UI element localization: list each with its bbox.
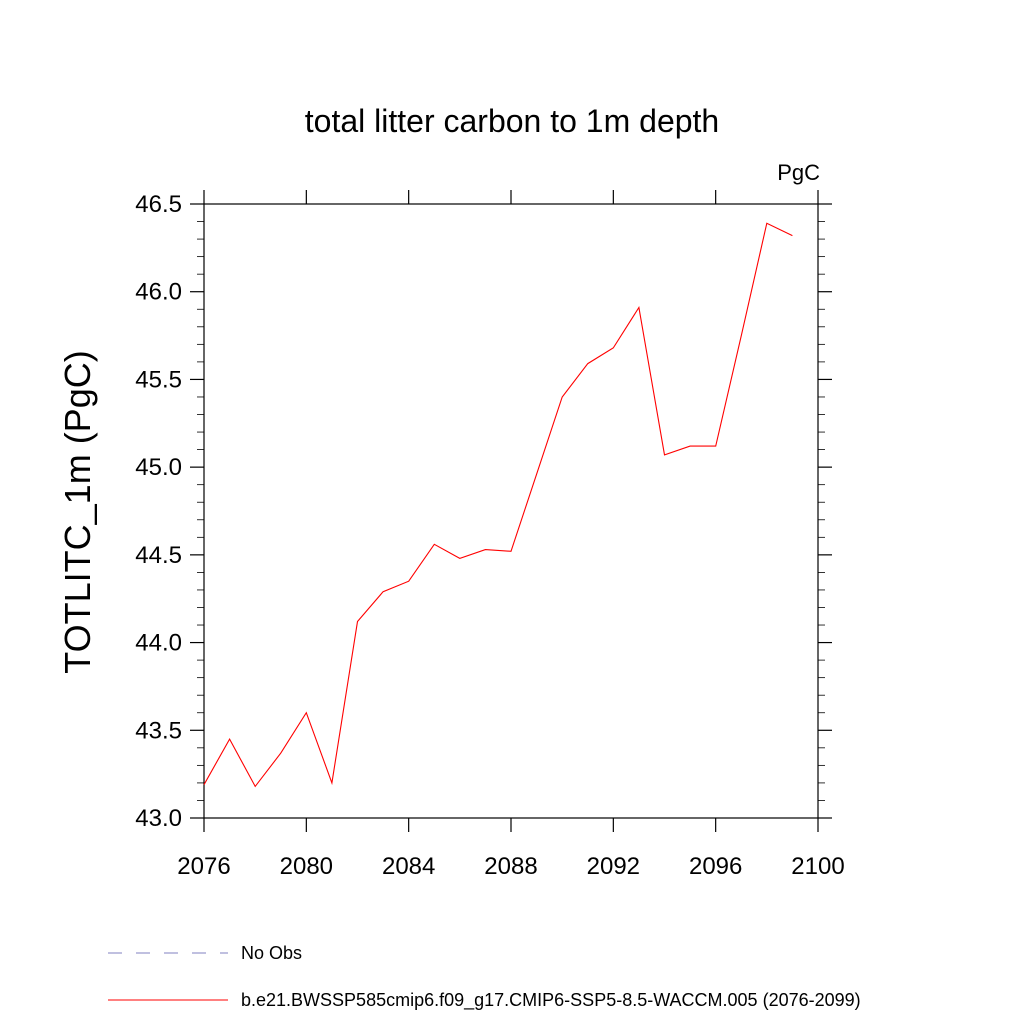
x-tick-label: 2076 <box>177 853 230 880</box>
y-tick-label: 44.5 <box>135 542 182 569</box>
x-tick-label: 2092 <box>587 853 640 880</box>
y-tick-label: 43.0 <box>135 805 182 832</box>
y-tick-labels: 43.0 43.5 44.0 44.5 45.0 45.5 46.0 46.5 <box>135 191 182 832</box>
series-line <box>203 222 793 788</box>
x-tick-label: 2100 <box>791 853 844 880</box>
legend-label: b.e21.BWSSP585cmip6.f09_g17.CMIP6-SSP5-8… <box>241 990 861 1011</box>
y-tick-label: 45.0 <box>135 454 182 481</box>
x-tick-label: 2084 <box>382 853 435 880</box>
y-tick-label: 44.0 <box>135 630 182 657</box>
legend-label: No Obs <box>241 943 302 963</box>
legend: No Obs b.e21.BWSSP585cmip6.f09_g17.CMIP6-… <box>108 943 861 1011</box>
x-tick-label: 2096 <box>689 853 742 880</box>
y-tick-label: 45.5 <box>135 366 182 393</box>
series-group <box>203 222 793 788</box>
y-axis-title: TOTLITC_1m (PgC) <box>57 350 98 673</box>
y-tick-label: 43.5 <box>135 717 182 744</box>
y-tick-label: 46.0 <box>135 279 182 306</box>
y-tick-label: 46.5 <box>135 191 182 218</box>
chart-title: total litter carbon to 1m depth <box>305 103 719 139</box>
axis-ticks <box>190 190 832 832</box>
x-tick-label: 2080 <box>280 853 333 880</box>
plot-frame <box>203 203 819 819</box>
x-tick-label: 2088 <box>484 853 537 880</box>
x-tick-labels: 2076 2080 2084 2088 2092 2096 2100 <box>177 853 844 880</box>
units-label: PgC <box>777 160 820 185</box>
